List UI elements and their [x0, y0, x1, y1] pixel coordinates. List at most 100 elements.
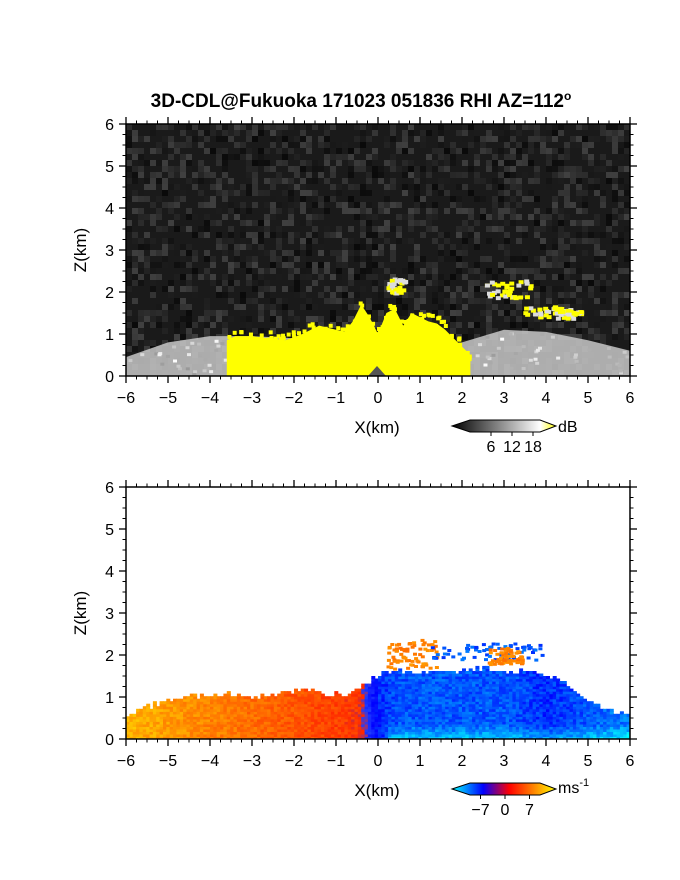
reflectivity-elevated-echo	[393, 287, 399, 292]
noise-cell	[306, 124, 312, 130]
reflectivity-echo-speckle	[403, 320, 408, 325]
velocity-cell	[146, 708, 151, 712]
velocity-cell	[367, 716, 372, 720]
velocity-cell	[455, 718, 460, 722]
velocity-cell	[357, 723, 362, 727]
velocity-cell	[230, 711, 235, 715]
noise-cell	[294, 280, 300, 286]
noise-cell	[624, 310, 630, 316]
velocity-cell	[378, 691, 382, 695]
noise-cell	[162, 328, 168, 334]
velocity-cell	[277, 721, 282, 725]
noise-cell	[534, 316, 540, 322]
noise-cell	[516, 322, 522, 328]
noise-cell	[504, 244, 510, 250]
noise-cell	[516, 160, 522, 166]
velocity-cell	[401, 691, 406, 695]
noise-cell	[492, 154, 498, 160]
velocity-cell	[327, 718, 332, 722]
velocity-cell	[283, 708, 288, 712]
velocity-cell	[270, 723, 275, 727]
velocity-cell	[378, 713, 382, 717]
noise-cell	[228, 232, 234, 238]
noise-cell	[336, 268, 342, 274]
noise-cell	[552, 256, 558, 262]
noise-cell	[150, 316, 156, 322]
reflectivity-elevated-echo	[486, 291, 492, 296]
velocity-cell	[203, 721, 208, 725]
reflectivity-echo-speckle	[336, 326, 341, 331]
velocity-cell	[277, 718, 282, 722]
noise-cell	[594, 124, 600, 130]
velocity-cell	[509, 734, 513, 738]
reflectivity-x-tick-label: 1	[416, 390, 425, 407]
velocity-cell	[371, 693, 376, 697]
velocity-cell	[223, 721, 228, 725]
velocity-cell	[273, 723, 278, 727]
velocity-cell	[388, 721, 393, 725]
noise-cell	[168, 208, 174, 214]
velocity-cell	[341, 723, 345, 727]
velocity-cell	[431, 703, 436, 707]
velocity-cell	[475, 728, 480, 732]
noise-cell	[570, 166, 576, 172]
velocity-cell	[394, 686, 399, 690]
noise-cell	[180, 190, 186, 196]
velocity-cell	[435, 671, 440, 675]
velocity-cell	[374, 703, 379, 707]
noise-cell	[408, 292, 414, 298]
noise-cell	[612, 292, 618, 298]
velocity-cell	[223, 713, 228, 717]
noise-cell	[546, 250, 552, 256]
noise-cell	[576, 328, 582, 334]
velocity-cell	[304, 696, 309, 700]
velocity-cell	[173, 726, 177, 730]
velocity-cell	[388, 688, 393, 692]
velocity-cell	[186, 716, 191, 720]
noise-cell	[372, 226, 378, 232]
velocity-cell	[519, 688, 524, 692]
velocity-cell	[300, 718, 305, 722]
velocity-cell	[465, 726, 470, 730]
velocity-cell	[418, 681, 423, 685]
velocity-cell	[126, 734, 130, 738]
noise-cell	[420, 142, 426, 148]
reflectivity-colorbar: 6 12 18 dB	[450, 419, 578, 456]
velocity-cell	[441, 726, 446, 730]
clutter-speckle	[622, 350, 627, 354]
reflectivity-echo-speckle	[421, 323, 426, 328]
noise-cell	[324, 268, 330, 274]
noise-cell	[540, 226, 546, 232]
velocity-cell	[186, 718, 191, 722]
velocity-cell	[136, 728, 141, 732]
noise-cell	[612, 274, 618, 280]
noise-cell	[318, 202, 324, 208]
velocity-cell	[418, 728, 423, 732]
velocity-cell	[280, 691, 285, 695]
noise-cell	[576, 322, 582, 328]
noise-cell	[414, 220, 420, 226]
noise-cell	[480, 310, 486, 316]
noise-cell	[558, 298, 564, 304]
velocity-cell	[361, 728, 366, 732]
noise-cell	[186, 286, 192, 292]
noise-cell	[264, 328, 270, 334]
reflectivity-elevated-echo	[389, 278, 395, 283]
velocity-cell	[475, 703, 480, 707]
velocity-cell	[344, 713, 349, 717]
velocity-cell	[152, 734, 157, 738]
velocity-cell	[374, 681, 379, 685]
velocity-cell	[394, 713, 399, 717]
velocity-cell	[344, 716, 349, 720]
noise-cell	[444, 232, 450, 238]
noise-cell	[138, 256, 144, 262]
noise-cell	[204, 172, 210, 178]
velocity-cell	[509, 676, 513, 680]
velocity-cell	[502, 726, 507, 730]
velocity-cell	[499, 673, 503, 677]
noise-cell	[240, 226, 246, 232]
velocity-cell	[418, 726, 423, 730]
noise-cell	[156, 178, 162, 184]
velocity-cell	[428, 688, 433, 692]
noise-cell	[468, 334, 474, 340]
